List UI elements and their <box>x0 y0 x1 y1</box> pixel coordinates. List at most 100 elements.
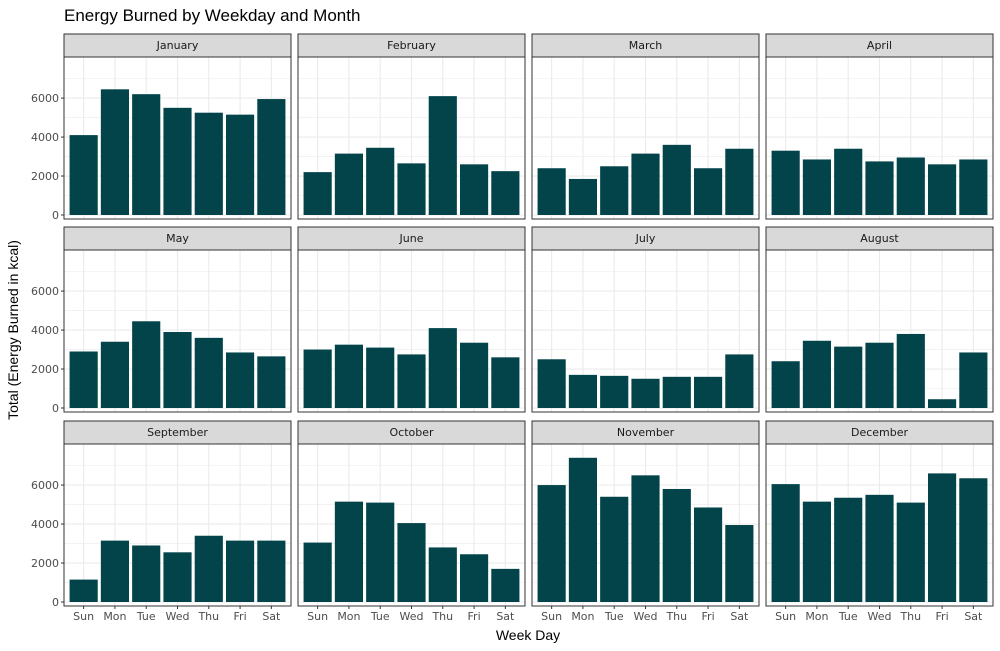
chart-title: Energy Burned by Weekday and Month <box>64 6 360 25</box>
bar <box>334 153 364 215</box>
facet-label: October <box>389 426 433 439</box>
bar <box>600 496 629 602</box>
facet-label: June <box>399 232 424 245</box>
bar <box>69 351 98 408</box>
x-tick-label: Sat <box>730 610 749 623</box>
x-tick-label: Fri <box>936 610 949 623</box>
bar <box>865 161 894 215</box>
bar <box>194 535 223 602</box>
bar <box>428 328 457 408</box>
x-tick-label: Wed <box>634 610 658 623</box>
x-tick-label: Sat <box>964 610 983 623</box>
bar <box>600 166 629 215</box>
facet-label: February <box>387 39 436 52</box>
x-tick-label: Sun <box>541 610 562 623</box>
facet-panel: February <box>297 33 526 220</box>
bar <box>257 356 286 408</box>
x-axis-title: Week Day <box>496 627 560 643</box>
bar <box>100 341 130 408</box>
y-tick-label: 2000 <box>31 170 59 183</box>
panel-border <box>63 56 292 220</box>
bar <box>303 349 332 408</box>
bar <box>662 376 691 408</box>
bar <box>662 488 691 602</box>
bar <box>834 346 863 408</box>
x-tick-label: Tue <box>136 610 156 623</box>
x-tick-label: Sun <box>73 610 94 623</box>
bar <box>896 502 925 602</box>
bar <box>725 525 754 602</box>
x-tick-label: Mon <box>337 610 360 623</box>
y-tick-label: 6000 <box>31 479 59 492</box>
bar <box>397 523 426 602</box>
bar <box>927 473 957 602</box>
bar <box>428 96 457 215</box>
bar <box>366 347 395 408</box>
bar <box>896 157 925 215</box>
facet-label: July <box>635 232 656 245</box>
bar <box>927 399 957 408</box>
bar <box>69 579 98 602</box>
panel-border <box>765 249 994 413</box>
facet-panel: July <box>531 226 760 413</box>
bar <box>771 484 800 602</box>
bar <box>366 147 395 215</box>
bar <box>459 342 489 408</box>
x-tick-label: Wed <box>400 610 424 623</box>
panel-border <box>297 249 526 413</box>
bar <box>959 352 988 408</box>
x-tick-label: Thu <box>431 610 453 623</box>
bar <box>834 148 863 215</box>
facet-label: December <box>851 426 909 439</box>
facet-panel: January 0 2000 4000 6000 <box>31 33 292 222</box>
bar <box>491 357 520 408</box>
bar <box>802 340 832 408</box>
bar <box>366 502 395 602</box>
facet-label: August <box>860 232 899 245</box>
y-tick-label: 4000 <box>31 131 59 144</box>
bar <box>959 159 988 215</box>
bar <box>397 163 426 215</box>
bar <box>163 552 192 602</box>
bar <box>303 172 332 215</box>
y-tick-label: 6000 <box>31 92 59 105</box>
panel-border <box>297 56 526 220</box>
y-tick-label: 2000 <box>31 363 59 376</box>
bar <box>428 547 457 602</box>
bar <box>225 540 255 602</box>
bar <box>631 153 660 215</box>
y-tick-label: 6000 <box>31 285 59 298</box>
bar <box>631 475 660 602</box>
y-tick-label: 0 <box>52 402 59 415</box>
facet-panel: June <box>297 226 526 413</box>
bar <box>896 333 925 408</box>
bar <box>132 94 161 215</box>
x-tick-label: Tue <box>370 610 390 623</box>
bar <box>397 354 426 408</box>
facet-label: March <box>629 39 663 52</box>
bar <box>491 171 520 215</box>
bar <box>459 164 489 215</box>
facet-panel: May 0 2000 4000 6000 <box>31 226 292 415</box>
bar <box>100 540 130 602</box>
bar <box>537 168 566 215</box>
facet-label: April <box>867 39 892 52</box>
bar <box>662 144 691 215</box>
bar <box>865 494 894 602</box>
bar <box>69 135 98 215</box>
y-tick-label: 2000 <box>31 557 59 570</box>
facet-panel: April <box>765 33 994 220</box>
facet-panels: January 0 2000 4000 6000 February March April Ma… <box>31 33 994 623</box>
bar <box>631 378 660 408</box>
x-tick-label: Fri <box>234 610 247 623</box>
bar <box>693 376 723 408</box>
y-tick-label: 4000 <box>31 518 59 531</box>
facet-panel: March <box>531 33 760 220</box>
y-tick-label: 4000 <box>31 324 59 337</box>
x-tick-label: Sat <box>496 610 515 623</box>
bar <box>865 342 894 408</box>
x-tick-label: Sun <box>775 610 796 623</box>
facet-panel: December Sun Mon Tue Wed Thu Fri Sat <box>765 420 994 623</box>
bar <box>802 501 832 602</box>
